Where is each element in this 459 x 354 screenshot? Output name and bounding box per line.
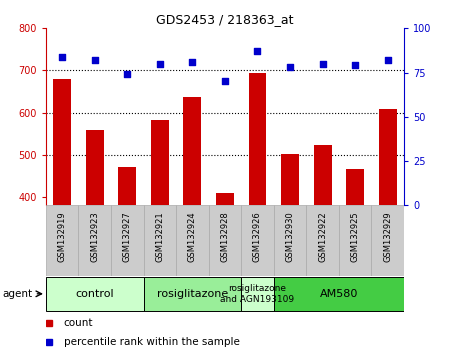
Text: AM580: AM580 (319, 289, 358, 299)
Bar (209, 205, 241, 276)
Bar (248, 73, 266, 205)
Point (189, 59, 196, 65)
Text: GSM132919: GSM132919 (58, 211, 67, 262)
Point (123, 72, 131, 77)
Bar (346, 170, 364, 205)
Point (58, 54, 66, 59)
Bar (371, 205, 404, 276)
Text: GSM132921: GSM132921 (155, 211, 164, 262)
Text: agent: agent (2, 289, 33, 299)
Bar (241, 205, 274, 276)
Text: count: count (64, 318, 93, 329)
Point (91, 57, 98, 63)
Point (254, 48, 261, 54)
Bar (274, 277, 404, 311)
Point (319, 61, 326, 67)
Bar (313, 145, 331, 205)
Point (221, 79, 229, 84)
Text: GSM132928: GSM132928 (220, 211, 230, 262)
Point (286, 64, 294, 70)
Point (352, 63, 359, 68)
Bar (379, 109, 397, 205)
Bar (339, 205, 371, 276)
Point (156, 61, 163, 67)
Text: percentile rank within the sample: percentile rank within the sample (64, 337, 240, 347)
Text: GSM132930: GSM132930 (285, 211, 295, 262)
Title: GDS2453 / 218363_at: GDS2453 / 218363_at (156, 13, 294, 26)
Bar (86, 130, 104, 205)
Bar (151, 120, 169, 205)
Bar (46, 277, 144, 311)
Bar (241, 277, 274, 311)
Bar (281, 154, 299, 205)
Bar (144, 205, 176, 276)
Bar (176, 205, 209, 276)
Text: GSM132929: GSM132929 (383, 211, 392, 262)
Bar (306, 205, 339, 276)
Text: GSM132927: GSM132927 (123, 211, 132, 262)
Point (384, 57, 392, 63)
Text: GSM132926: GSM132926 (253, 211, 262, 262)
Text: GSM132922: GSM132922 (318, 211, 327, 262)
Text: control: control (75, 289, 114, 299)
Bar (144, 277, 241, 311)
Bar (78, 205, 111, 276)
Text: GSM132923: GSM132923 (90, 211, 99, 262)
Bar (216, 193, 234, 205)
Text: GSM132925: GSM132925 (351, 211, 359, 262)
Bar (46, 205, 78, 276)
Bar (274, 205, 306, 276)
Bar (184, 97, 202, 205)
Bar (53, 79, 71, 205)
Text: rosiglitazone
and AGN193109: rosiglitazone and AGN193109 (220, 284, 295, 303)
Bar (111, 205, 144, 276)
Bar (118, 166, 136, 205)
Text: rosiglitazone: rosiglitazone (157, 289, 228, 299)
Text: GSM132924: GSM132924 (188, 211, 197, 262)
